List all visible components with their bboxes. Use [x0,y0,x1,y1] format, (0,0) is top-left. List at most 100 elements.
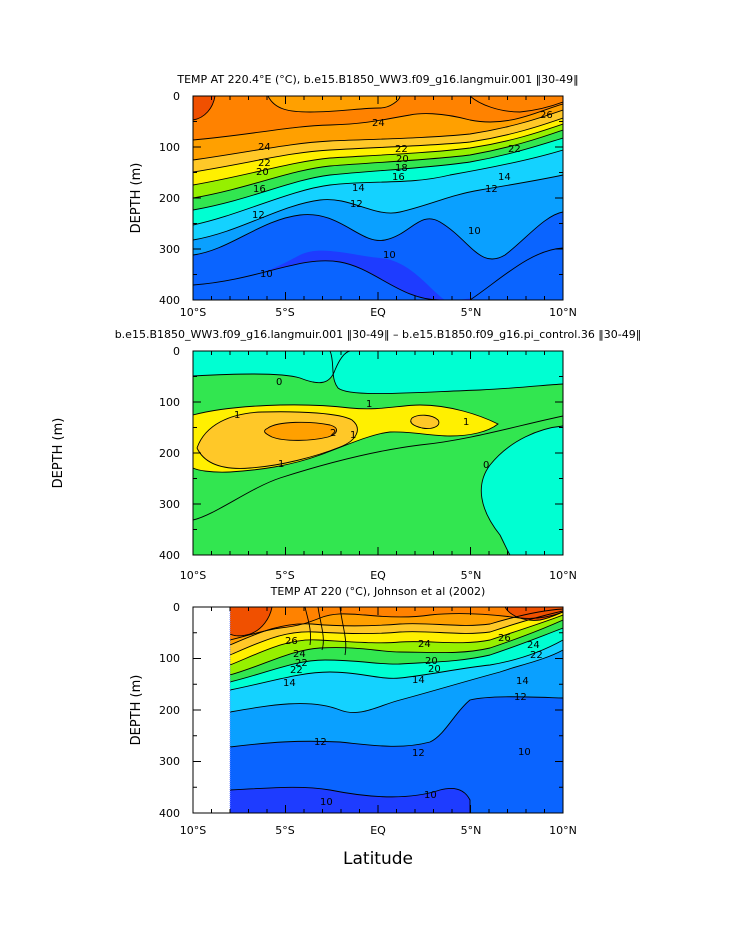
p1-clabel: 14 [352,183,365,194]
p2-xtick: 10°S [180,569,206,582]
p1-xtick: 10°N [549,306,577,319]
p3-clabel: 24 [293,649,306,660]
p3-ytick: 300 [159,755,180,768]
p1-clabel: 24 [258,142,271,153]
p3-clabel: 14 [412,675,425,686]
p1-ytick: 300 [159,243,180,256]
p3-band-darkblue [230,787,470,813]
p1-xtick: 10°S [180,306,206,319]
p3-band-redorange [230,607,563,640]
p1-clabel: 20 [256,167,269,178]
panel-3-title: TEMP AT 220 (°C), Johnson et al (2002) [270,585,486,598]
p3-ytick: 200 [159,704,180,717]
p3-ytick: 400 [159,807,180,820]
p1-ytick: 400 [159,294,180,307]
panel-3: TEMP AT 220 (°C), Johnson et al (2002) D… [129,585,577,869]
tick-marks [192,95,564,814]
p3-clabel: 10 [518,747,531,758]
p2-ytick: 0 [173,345,180,358]
p2-band-orange-small [410,415,439,429]
p1-ytick: 200 [159,192,180,205]
p2-ytick: 200 [159,447,180,460]
p1-band-21 [268,96,400,112]
panel-2-axes: 10°S 5°S EQ 5°N 10°N 0 100 200 300 400 [159,345,577,582]
panel-1: TEMP AT 220.4°E (°C), b.e15.B1850_WW3.f0… [129,73,579,319]
p2-clabel: 1 [463,417,469,428]
panel-1-axes: 10°S 5°S EQ 5°N 10°N 0 100 200 300 400 [159,90,577,319]
panel-1-contour-labels: 26 24 24 22 22 22 20 20 18 16 16 14 14 1… [252,110,553,280]
p2-xtick: 5°S [275,569,294,582]
p3-clabel: 22 [295,658,308,669]
panel-3-contour-labels: 26 24 26 24 22 20 22 20 14 14 14 24 22 1… [283,633,543,808]
p3-clabel: 10 [424,790,437,801]
p3-clabel: 10 [320,797,333,808]
p1-clabel: 26 [540,110,553,121]
p3-clabel: 14 [516,676,529,687]
p3-clabel: 22 [530,650,543,661]
p2-ytick: 100 [159,396,180,409]
p2-ytick: 400 [159,549,180,562]
p1-ytick: 0 [173,90,180,103]
panel-2-ylabel: DEPTH (m) [51,418,66,489]
p3-clabel: 20 [428,664,441,675]
p3-clabel: 14 [283,678,296,689]
x-axis-label: Latitude [343,849,413,869]
p2-band-darkorange [264,422,337,441]
p1-xtick: EQ [370,306,386,319]
p1-clabel: 22 [395,144,408,155]
p1-clabel: 16 [253,184,266,195]
p3-xtick: 10°S [180,824,206,837]
p3-clabel: 20 [425,656,438,667]
p2-clabel: 0 [483,460,489,471]
p2-xtick: 5°N [461,569,482,582]
panel-3-axes: 10°S 5°S EQ 5°N 10°N 0 100 200 300 400 [159,601,577,837]
p3-clabel: 12 [412,748,425,759]
p3-xtick: 10°N [549,824,577,837]
p3-clabel: 24 [527,640,540,651]
p1-clabel: 12 [350,199,363,210]
p1-clabel: 18 [395,163,408,174]
p1-band-22 [193,96,215,120]
p3-xtick: 5°N [461,824,482,837]
p2-band-cyan-top-right [330,351,563,394]
p1-clabel: 14 [498,172,511,183]
p3-ytick: 0 [173,601,180,614]
p3-ytick: 100 [159,652,180,665]
p1-clabel: 20 [396,154,409,165]
p2-clabel: 0 [276,377,282,388]
p2-clabel: 1 [278,459,284,470]
p2-xtick: EQ [370,569,386,582]
p3-clabel: 26 [285,636,298,647]
p1-clabel: 10 [468,226,481,237]
p3-clabel: 22 [290,665,303,676]
p2-band-cyan-top [193,351,350,383]
p1-xtick: 5°S [275,306,294,319]
p3-xtick: EQ [370,824,386,837]
p2-clabel: 1 [350,430,356,441]
p1-clabel: 10 [383,250,396,261]
p3-clabel: 26 [498,633,511,644]
p3-clabel: 24 [418,639,431,650]
panel-1-title: TEMP AT 220.4°E (°C), b.e15.B1850_WW3.f0… [176,73,578,86]
p1-clabel: 10 [260,269,273,280]
p1-clabel: 22 [508,144,521,155]
p1-clabel: 24 [372,118,385,129]
p1-xtick: 5°N [461,306,482,319]
p1-clabel: 12 [252,210,265,221]
p2-band-cyan-right [481,426,563,555]
p2-clabel: 1 [366,399,372,410]
panel-2-title: b.e15.B1850_WW3.f09_g16.langmuir.001 ‖30… [115,328,642,341]
panel-2: b.e15.B1850_WW3.f09_g16.langmuir.001 ‖30… [51,328,641,582]
p2-clabel: 1 [234,410,240,421]
p3-xtick: 5°S [275,824,294,837]
p1-clabel: 22 [258,158,271,169]
panel-1-ylabel: DEPTH (m) [129,163,144,234]
p1-ytick: 100 [159,141,180,154]
panel-2-contour-labels: 0 1 1 1 1 2 0 1 [234,377,489,471]
p2-ytick: 300 [159,498,180,511]
p3-clabel: 12 [514,692,527,703]
p3-clabel: 12 [314,737,327,748]
p1-band-10 [193,96,563,300]
p2-clabel: 2 [330,428,336,439]
